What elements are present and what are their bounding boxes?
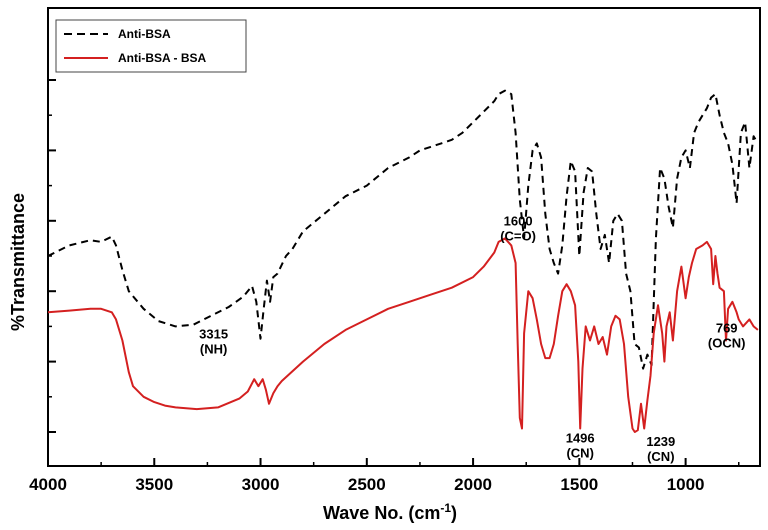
- annotation-group: (OCN): [708, 335, 746, 350]
- annotation-layer: 3315(NH)1600(C=O)1496(CN)1239(CN)769(OCN…: [199, 214, 745, 464]
- annotation-1239: 1239(CN): [646, 434, 675, 464]
- x-tick-label: 2000: [454, 475, 492, 494]
- annotation-769: 769(OCN): [708, 320, 746, 350]
- annotation-group: (CN): [647, 449, 674, 464]
- annotation-wavenumber: 1239: [646, 434, 675, 449]
- annotation-3315: 3315(NH): [199, 327, 228, 357]
- series-line-anti-bsa: [47, 89, 759, 370]
- x-tick-label: 2500: [348, 475, 386, 494]
- axes-layer: 4000 3500 3000 2500 2000 1500 1000: [29, 79, 740, 494]
- legend-label-anti-bsa: Anti-BSA: [118, 27, 171, 41]
- x-tick-label: 3500: [135, 475, 173, 494]
- plot-frame: [47, 7, 761, 467]
- series-line-anti-bsa-bsa: [47, 237, 759, 433]
- x-tick-label: 1000: [667, 475, 705, 494]
- series-layer: [47, 89, 759, 433]
- annotation-wavenumber: 3315: [199, 327, 228, 342]
- plot-area: [47, 7, 761, 467]
- x-tick-label: 1500: [560, 475, 598, 494]
- annotation-wavenumber: 1600: [504, 214, 533, 229]
- annotation-group: (C=O): [500, 229, 536, 244]
- annotation-1496: 1496(CN): [566, 430, 595, 460]
- x-tick-label: 4000: [29, 475, 67, 494]
- y-axis-title: %Transmittance: [8, 193, 28, 331]
- legend-box: [55, 19, 247, 73]
- x-tick-label: 3000: [242, 475, 280, 494]
- annotation-wavenumber: 1496: [566, 430, 595, 445]
- legend: Anti-BSA Anti-BSA - BSA: [55, 19, 247, 73]
- annotation-group: (CN): [566, 445, 593, 460]
- annotation-1600: 1600(C=O): [500, 214, 536, 244]
- annotation-group: (NH): [200, 342, 227, 357]
- legend-label-anti-bsa-bsa: Anti-BSA - BSA: [118, 51, 207, 65]
- x-axis-title: Wave No. (cm-1): [323, 501, 457, 523]
- annotation-wavenumber: 769: [716, 320, 738, 335]
